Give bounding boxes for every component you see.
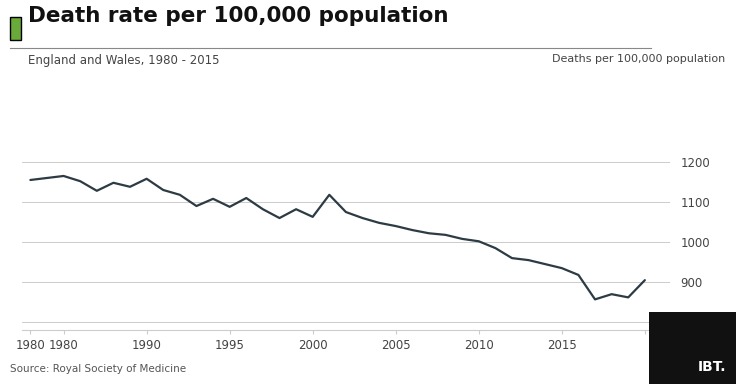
Text: Deaths per 100,000 population: Deaths per 100,000 population (552, 54, 725, 64)
Text: Source: Royal Society of Medicine: Source: Royal Society of Medicine (10, 364, 185, 374)
Text: IBT.: IBT. (698, 361, 726, 374)
Text: England and Wales, 1980 - 2015: England and Wales, 1980 - 2015 (28, 54, 219, 67)
Text: Death rate per 100,000 population: Death rate per 100,000 population (28, 6, 448, 26)
